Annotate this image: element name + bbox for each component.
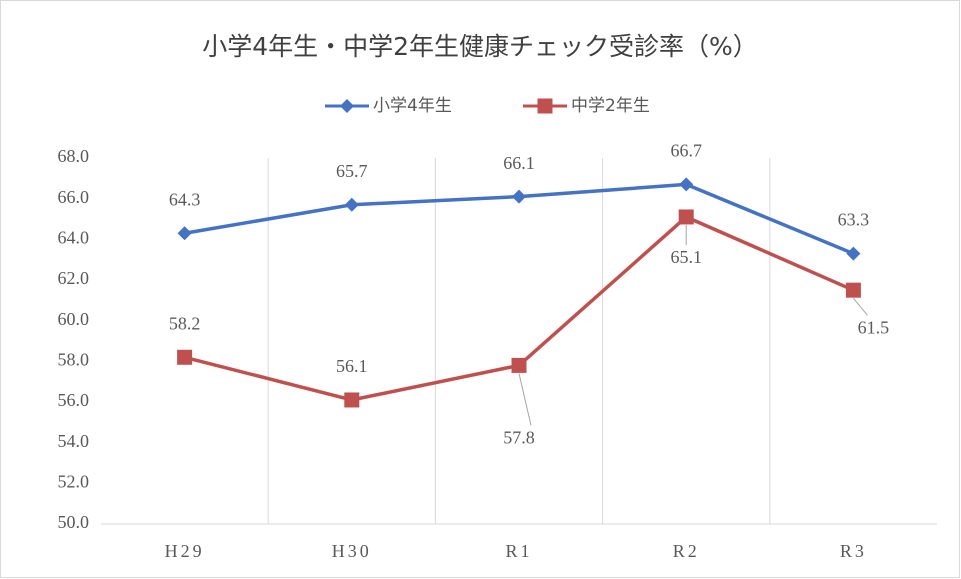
legend-marker <box>537 98 553 114</box>
data-point <box>678 209 694 225</box>
data-point <box>177 349 193 365</box>
x-tick-label: H30 <box>332 541 372 561</box>
data-label: 65.7 <box>336 161 368 181</box>
data-label: 66.1 <box>503 153 535 173</box>
x-tick-label: R3 <box>840 541 867 561</box>
data-point <box>846 246 861 261</box>
legend-label: 小学4年生 <box>373 96 452 116</box>
data-label: 63.3 <box>838 210 870 230</box>
data-label: 61.5 <box>858 317 890 337</box>
y-tick-label: 56.0 <box>58 390 90 410</box>
leader-line <box>518 373 532 426</box>
x-tick-label: R2 <box>673 541 700 561</box>
y-tick-label: 50.0 <box>58 512 90 532</box>
y-tick-label: 52.0 <box>58 471 90 491</box>
x-tick-label: R1 <box>505 541 532 561</box>
y-tick-label: 62.0 <box>58 268 90 288</box>
leader-line <box>853 297 868 316</box>
data-point <box>344 392 360 408</box>
data-label: 64.3 <box>169 189 201 209</box>
legend-marker <box>340 99 354 113</box>
y-tick-label: 66.0 <box>58 187 90 207</box>
data-label: 56.1 <box>336 356 368 376</box>
chart-title: 小学4年生・中学2年生健康チェック受診率（%） <box>202 32 758 61</box>
y-tick-label: 60.0 <box>58 309 90 329</box>
y-tick-label: 68.0 <box>58 146 90 166</box>
data-label: 65.1 <box>670 247 702 267</box>
x-tick-label: H29 <box>165 541 205 561</box>
data-label: 57.8 <box>503 428 535 448</box>
data-label: 58.2 <box>169 313 201 333</box>
y-tick-label: 64.0 <box>58 227 90 247</box>
data-label: 66.7 <box>670 141 702 161</box>
data-point <box>511 357 527 373</box>
data-point <box>512 189 526 204</box>
data-point <box>177 226 192 241</box>
data-point <box>845 282 861 298</box>
y-tick-label: 58.0 <box>58 349 90 369</box>
data-point <box>344 197 359 212</box>
data-point <box>679 177 694 192</box>
legend-label: 中学2年生 <box>571 96 650 116</box>
y-tick-label: 54.0 <box>58 431 90 451</box>
